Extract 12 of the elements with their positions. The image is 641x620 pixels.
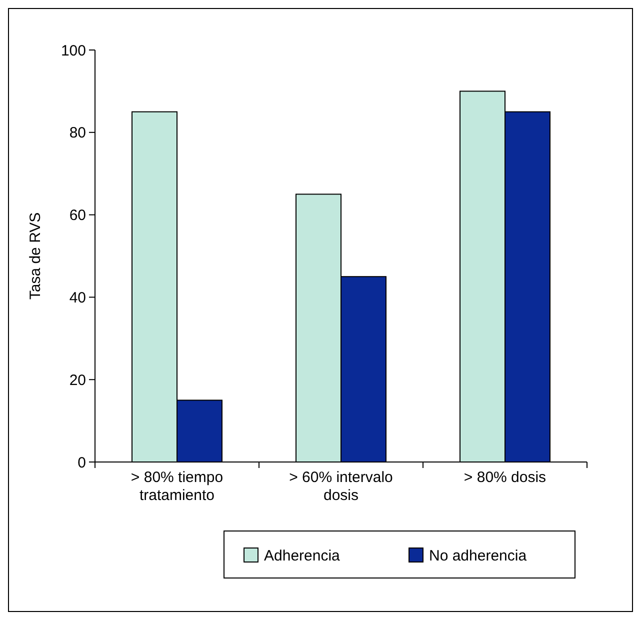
x-tick-label: > 80% tiempo tratamiento — [130, 469, 224, 504]
y-tick-label: 80 — [69, 124, 86, 142]
x-tick-label: > 60% intervalo dosis — [289, 469, 393, 504]
y-tick-label: 40 — [69, 289, 86, 306]
y-tick-label: 100 — [60, 42, 86, 60]
legend-label: Adherencia — [264, 547, 341, 564]
y-axis-title: Tasa de RVS — [27, 212, 44, 300]
x-tick-label: > 80% dosis — [464, 469, 546, 486]
y-tick-label: 0 — [78, 454, 86, 472]
y-tick-label: 60 — [69, 207, 86, 224]
legend-label: No adherencia — [429, 547, 528, 564]
y-tick-label: 20 — [69, 372, 86, 389]
